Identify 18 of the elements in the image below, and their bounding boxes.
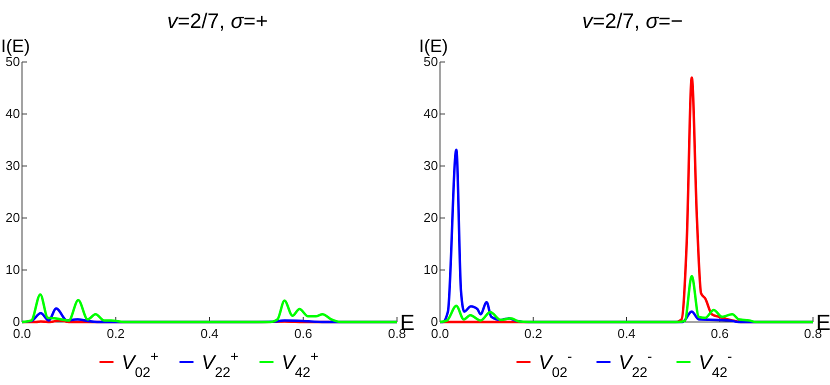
y-tick-label: 40 [424, 106, 438, 122]
chart-title: v=2/7, σ=+ [167, 10, 268, 33]
y-tick-label: 40 [6, 106, 20, 122]
y-tick-label: 20 [424, 210, 438, 226]
y-axis-title: I(E) [1, 36, 30, 56]
x-tick-label: 0.4 [200, 326, 219, 341]
chart-title: v=2/7, σ=− [582, 10, 683, 33]
y-axis-title: I(E) [419, 36, 448, 56]
y-tick-label: 10 [6, 262, 20, 278]
y-tick-label: 30 [6, 158, 20, 174]
x-tick-label: 0.6 [294, 326, 312, 341]
x-tick-label: 0.2 [106, 326, 125, 341]
y-tick-label: 30 [424, 158, 438, 174]
x-tick-label: 0.6 [710, 326, 729, 341]
y-tick-label: 10 [424, 262, 438, 278]
y-tick-label: 20 [6, 210, 20, 226]
x-tick-label: 0.4 [617, 326, 636, 341]
x-tick-label: 0.2 [524, 326, 542, 341]
